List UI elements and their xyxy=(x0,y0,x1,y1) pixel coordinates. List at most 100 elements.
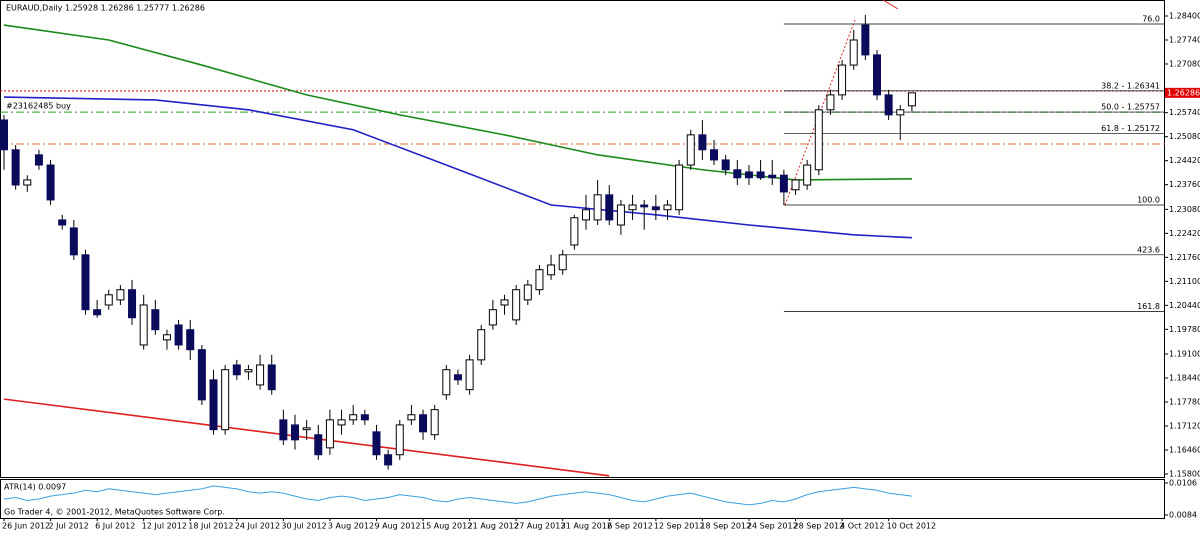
candle-body xyxy=(791,179,800,191)
candle-body xyxy=(453,374,462,381)
candle-body xyxy=(779,174,788,193)
candle-body xyxy=(162,334,171,341)
candle-body xyxy=(477,329,486,361)
x-tick-label: 21 Aug 2012 xyxy=(468,522,519,531)
y-tick-label: 1.21100 xyxy=(1169,277,1200,286)
y-tick-label: 1.19100 xyxy=(1169,350,1200,359)
candle-body xyxy=(267,364,276,391)
candle-body xyxy=(0,119,8,151)
indicator-frame xyxy=(0,479,1165,519)
candle-body xyxy=(174,324,183,346)
candle-body xyxy=(768,174,777,179)
candle-body xyxy=(151,309,160,331)
x-tick-label: 31 Aug 2012 xyxy=(561,522,612,531)
fib-label: 161.8 xyxy=(1137,302,1160,311)
fib-label: 76.0 xyxy=(1142,14,1160,23)
plot: #23162485 buy 76.0 38.2 - 1.26341 50.0 - 1.… xyxy=(0,14,1165,477)
y-tick-label: 1.19780 xyxy=(1169,325,1200,334)
candle-body xyxy=(465,359,474,391)
price-tag-label: 1.26286 xyxy=(1167,88,1200,97)
x-tick-label: 30 Jul 2012 xyxy=(281,522,326,531)
candle-body xyxy=(628,204,637,211)
fib-label: 423.6 xyxy=(1137,245,1160,254)
candle-body xyxy=(209,379,218,431)
candle-body xyxy=(186,329,195,351)
candle-body xyxy=(314,434,323,456)
candle-body xyxy=(197,349,206,401)
fib-trend xyxy=(784,19,856,206)
candle-body xyxy=(698,134,707,151)
candle-body xyxy=(896,109,905,116)
candle-body xyxy=(360,414,369,421)
x-tick-label: 26 Jun 2012 xyxy=(2,522,50,531)
y-tick-label: 1.20440 xyxy=(1169,301,1200,310)
candle-body xyxy=(873,54,881,96)
candle-body xyxy=(256,364,265,386)
candle-body xyxy=(325,419,334,449)
trend-stub xyxy=(882,0,899,10)
candle-body xyxy=(93,309,102,316)
y-tick-label: 1.17120 xyxy=(1169,422,1200,431)
candle-body xyxy=(291,424,299,441)
candle-body xyxy=(535,269,544,291)
candle-body xyxy=(46,164,55,201)
candle-body xyxy=(651,206,660,211)
candle-body xyxy=(686,134,695,166)
candle-body xyxy=(407,414,416,421)
footer: Go Trader 4, © 2001-2012, MetaQuotes Sof… xyxy=(4,508,225,517)
y-tick-label: 1.24420 xyxy=(1169,156,1200,165)
candle-body xyxy=(442,369,451,396)
x-tick-label: 27 Aug 2012 xyxy=(514,522,565,531)
x-tick-label: 6 Jul 2012 xyxy=(95,522,135,531)
y-tick-label: 1.17780 xyxy=(1169,398,1200,407)
fib-label: 100.0 xyxy=(1137,196,1160,205)
candle-body xyxy=(302,427,311,431)
x-tick-label: 24 Sep 2012 xyxy=(747,522,798,531)
candle-body xyxy=(721,159,730,171)
candle-body xyxy=(663,204,672,211)
candle-body xyxy=(11,149,20,186)
candle-body xyxy=(523,284,532,301)
candle-body xyxy=(570,217,579,246)
candle-body xyxy=(232,364,241,376)
x-tick-label: 4 Oct 2012 xyxy=(840,522,884,531)
candle-body xyxy=(582,209,590,221)
candle-body xyxy=(558,254,567,271)
candle-body xyxy=(733,169,742,179)
x-tick-label: 2 Jul 2012 xyxy=(49,522,89,531)
candle-body xyxy=(500,299,509,306)
x-tick-label: 18 Sep 2012 xyxy=(700,522,751,531)
candle-body xyxy=(419,414,428,433)
candle-body xyxy=(430,409,439,436)
y-tick-label: 1.27080 xyxy=(1169,59,1200,68)
x-tick-label: 18 Jul 2012 xyxy=(188,522,233,531)
candle-body xyxy=(512,289,521,321)
atr-line xyxy=(3,485,912,506)
candle-body xyxy=(826,94,835,111)
fib-label: 38.2 - 1.26341 xyxy=(1101,81,1160,90)
x-tick-label: 15 Aug 2012 xyxy=(421,522,472,531)
y-tick-label: 1.16460 xyxy=(1169,446,1200,455)
x-tick-label: 12 Sep 2012 xyxy=(654,522,705,531)
y-tick-label: 1.22420 xyxy=(1169,229,1200,238)
indicator-label: ATR(14) 0.0097 xyxy=(4,483,66,492)
x-tick-label: 3 Aug 2012 xyxy=(328,522,374,531)
candle-body xyxy=(488,309,497,326)
candle-body xyxy=(104,294,113,306)
candle-body xyxy=(69,227,78,256)
candle-body xyxy=(803,164,812,186)
x-tick-label: 12 Jul 2012 xyxy=(142,522,187,531)
indicator-tick-label: 0.0084 xyxy=(1169,511,1197,520)
candle-body xyxy=(128,289,137,319)
y-tick-label: 1.25740 xyxy=(1169,108,1200,117)
candle-body xyxy=(34,154,43,166)
candle-body xyxy=(814,109,823,171)
y-tick-label: 1.27740 xyxy=(1169,35,1200,44)
main-frame xyxy=(0,0,1165,478)
candle-body xyxy=(372,431,381,456)
y-tick-label: 1.28400 xyxy=(1169,11,1200,20)
candle-body xyxy=(849,39,858,66)
y-tick-label: 1.18440 xyxy=(1169,374,1200,383)
candle-body xyxy=(756,171,765,179)
